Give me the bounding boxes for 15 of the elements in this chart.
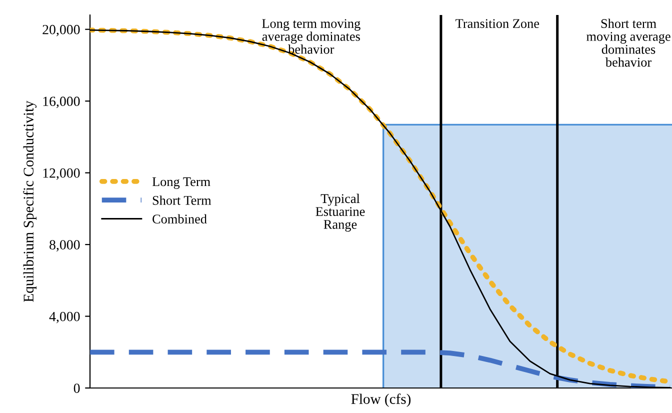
y-tick-label: 16,000 bbox=[43, 96, 80, 108]
annotation: Short term moving average dominates behavior bbox=[586, 18, 670, 67]
y-axis-title: Equilibrium Specific Conductivity bbox=[23, 100, 37, 302]
annotation: Transition Zone bbox=[456, 19, 540, 28]
annotation: Long term moving average dominates behavior bbox=[262, 19, 360, 54]
x-axis-title: Flow (cfs) bbox=[351, 394, 411, 407]
y-tick-label: 20,000 bbox=[42, 24, 80, 36]
y-tick-label: 0 bbox=[74, 384, 80, 393]
y-tick-label: 8,000 bbox=[50, 240, 80, 252]
legend-label: Long Term bbox=[152, 177, 210, 189]
y-tick-label: 4,000 bbox=[49, 312, 80, 324]
y-tick-label: 12,000 bbox=[43, 168, 80, 180]
legend-label: Short Term bbox=[152, 196, 212, 205]
legend-label: Combined bbox=[152, 214, 207, 224]
annotation: Typical Estuarine Range bbox=[316, 194, 365, 232]
